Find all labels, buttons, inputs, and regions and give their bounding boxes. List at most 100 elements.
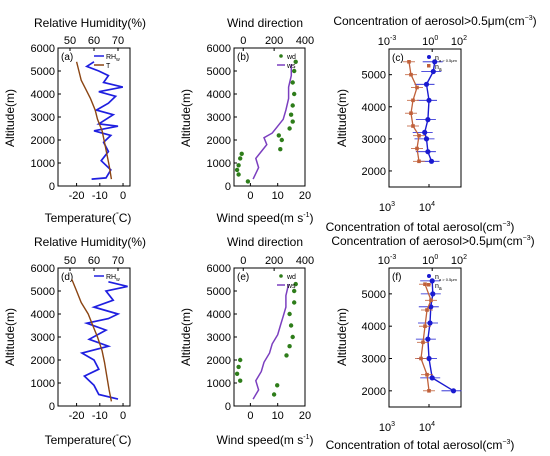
altitude-label-a: Altitude(m): [3, 89, 17, 147]
bottom-tick-label-f-1: 104: [419, 421, 435, 434]
panel-label-e: (e): [237, 272, 249, 283]
top-tick-label-b-2: 400: [296, 35, 314, 47]
top-tick-label-c-1: 100: [422, 35, 438, 48]
bottom-tick-label-b-0: 0: [247, 190, 253, 202]
altitude-label-f: Altitude(m): [335, 308, 349, 366]
top-tick-label-e-0: 0: [240, 255, 246, 267]
ws-line-b: [252, 64, 293, 180]
y-tick-label-b-4: 4000: [207, 89, 231, 101]
y-tick-label-b-1: 1000: [207, 158, 231, 170]
legend-wd-swatch-e: [279, 274, 283, 278]
conc-big-point-f-4: [427, 320, 433, 326]
y-tick-label-d-4: 4000: [31, 309, 55, 321]
wd-point-e-9: [288, 323, 294, 328]
y-tick-label-c-0: 2000: [362, 166, 386, 178]
y-tick-label-b-5: 5000: [207, 66, 231, 78]
conc-total-point-c-7: [409, 72, 413, 77]
conc-total-point-c-0: [417, 159, 421, 164]
conc-big-point-c-6: [423, 81, 430, 87]
conc-big-point-f-1: [429, 375, 435, 381]
wd-point-b-16: [293, 59, 298, 64]
y-tick-label-b-6: 6000: [207, 43, 231, 55]
top-tick-label-d-0: 50: [64, 255, 76, 267]
legend-ws-label-b: ws: [286, 63, 296, 70]
top-tick-label-a-2: 70: [112, 35, 124, 47]
conc-total-point-f-5: [425, 308, 429, 312]
y-tick-label-b-0: 0: [225, 181, 231, 193]
y-tick-label-e-2: 2000: [207, 355, 231, 367]
altitude-label-b: Altitude(m): [179, 89, 193, 147]
conc-big-axis-title-bottom: Concentration of aerosol>0.5μm(cm−3): [331, 234, 534, 248]
y-tick-label-b-2: 2000: [207, 135, 231, 147]
y-tick-label-a-1: 1000: [31, 158, 55, 170]
legend-conc-big-label-f: na > 0.5μm: [435, 274, 458, 282]
top-tick-label-f-1: 100: [422, 254, 438, 267]
conc-total-point-c-8: [407, 60, 411, 64]
y-tick-label-e-0: 0: [225, 401, 231, 413]
conc-big-point-f-7: [429, 278, 435, 284]
conc-total-point-c-1: [415, 146, 419, 151]
wd-point-e-11: [292, 300, 297, 305]
wd-axis-title-bottom: Wind direction: [227, 235, 303, 249]
legend-conc-total-swatch-c: [427, 64, 431, 68]
wd-point-e-13: [293, 281, 298, 287]
conc-big-point-f-3: [425, 336, 431, 342]
panel-label-d: (d): [61, 272, 73, 283]
legend-conc-total-label-f: na: [435, 283, 442, 292]
y-tick-label-d-2: 2000: [31, 355, 55, 367]
bottom-tick-label-d-0: -20: [69, 410, 85, 422]
conc-big-point-c-2: [423, 136, 430, 142]
conc-total-point-c-3: [411, 124, 415, 128]
y-tick-label-e-3: 3000: [207, 332, 231, 344]
y-tick-label-e-6: 6000: [207, 263, 231, 275]
y-tick-label-f-0: 2000: [362, 386, 386, 398]
top-tick-label-a-0: 50: [64, 35, 76, 47]
legend-ws-label-e: ws: [286, 283, 296, 290]
wd-point-b-4: [238, 156, 243, 161]
legend-wd-label-e: wd: [286, 274, 296, 281]
wd-point-e-4: [236, 364, 241, 370]
conc-big-point-c-5: [426, 97, 432, 103]
top-tick-label-f-2: 102: [451, 254, 467, 267]
wd-point-e-6: [284, 353, 289, 358]
conc-big-point-c-1: [425, 149, 431, 155]
bottom-tick-label-b-1: 10: [272, 190, 284, 202]
conc-big-point-f-0: [450, 388, 457, 394]
wd-point-e-8: [290, 334, 295, 340]
y-tick-label-e-5: 5000: [207, 286, 231, 298]
wd-point-b-9: [287, 126, 292, 131]
top-tick-label-f-0: 10-3: [378, 254, 397, 267]
temp-axis-title-bottom: Temperature(°C): [45, 433, 132, 447]
conc-big-line-c: [423, 61, 436, 162]
y-tick-label-d-1: 1000: [31, 378, 55, 390]
conc-big-point-c-3: [422, 129, 428, 135]
conc-big-point-f-2: [426, 355, 432, 362]
y-tick-label-a-4: 4000: [31, 89, 55, 101]
top-tick-label-a-1: 60: [88, 35, 100, 47]
panel-label-f: (f): [392, 272, 401, 283]
y-tick-label-d-6: 6000: [31, 263, 55, 275]
wd-point-b-7: [279, 137, 284, 143]
conc-total-point-f-4: [423, 324, 427, 328]
wd-point-e-3: [234, 371, 240, 376]
conc-total-point-f-6: [429, 298, 433, 303]
wd-point-b-15: [292, 68, 297, 74]
y-tick-label-d-0: 0: [49, 401, 55, 413]
panel-label-a: (a): [61, 52, 73, 63]
ws-axis-title-bottom: Wind speed(m s-1): [217, 433, 314, 447]
conc-big-point-c-7: [430, 68, 436, 75]
y-tick-label-a-3: 3000: [31, 112, 55, 124]
conc-big-point-f-6: [430, 291, 436, 297]
wd-point-b-14: [290, 80, 295, 85]
y-tick-label-d-5: 5000: [31, 286, 55, 298]
legend-conc-big-label-c: na > 0.5μm: [435, 55, 458, 63]
conc-big-point-c-4: [425, 117, 431, 123]
plot-frame-f: [388, 267, 462, 408]
rh-line-a: [84, 61, 123, 180]
bottom-tick-label-b-2: 20: [299, 190, 311, 202]
y-tick-label-a-6: 6000: [31, 43, 55, 55]
conc-total-point-f-1: [425, 372, 429, 377]
top-tick-label-c-0: 10-3: [378, 35, 397, 48]
wd-point-b-12: [290, 103, 295, 108]
